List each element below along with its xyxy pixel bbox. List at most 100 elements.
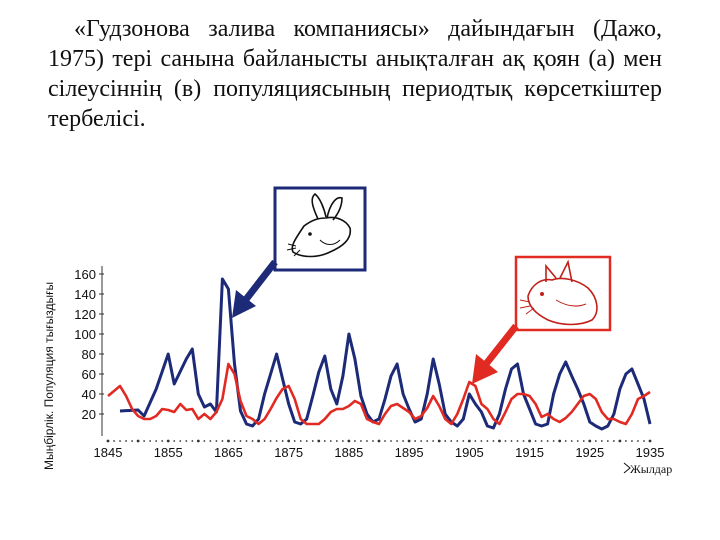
x-tick-dot [119,440,121,442]
x-tick-dot [203,440,206,442]
x-tick-dot [366,440,368,442]
x-tick-dot [625,440,627,442]
x-tick-label: 1895 [395,445,424,460]
y-tick-label: 40 [82,387,96,402]
x-tick-dot [166,439,170,443]
x-tick-dot [341,440,344,442]
x-tick-dot [329,440,332,442]
x-tick-dot [528,439,531,443]
x-tick-dot [588,439,592,443]
x-tick-dot [106,439,110,443]
x-tick-dot [275,440,278,442]
x-tick-dot [305,440,308,442]
y-tick-label: 100 [74,327,96,342]
x-tick-dot [209,440,212,442]
x-tick-label: 1865 [214,445,243,460]
y-tick-label: 160 [74,267,96,282]
x-tick-dot [125,440,127,442]
x-tick-dot [390,440,392,442]
x-tick-dot [354,440,356,442]
y-tick-label: 140 [74,287,96,302]
x-tick-dot [293,440,296,442]
x-tick-label: 1935 [636,445,665,460]
x-tick-dot [384,440,386,442]
x-tick-dot [631,440,633,442]
hare-series-line [119,277,652,431]
x-tick-dot [462,440,465,442]
x-tick-dot [317,439,321,443]
x-tick-dot [287,439,291,443]
x-tick-dot [576,440,579,442]
x-tick-dot [179,440,182,442]
x-tick-dot [414,440,417,442]
lynx-pointer-arrow-icon [472,323,519,384]
x-tick-dot [257,439,260,443]
x-tick-dot [486,440,489,442]
x-tick-dot [504,440,507,442]
x-tick-dot [402,440,404,442]
x-tick-dot [360,440,362,442]
y-tick-label: 120 [74,307,96,322]
x-tick-dot [221,440,224,442]
x-tick-dot [474,440,477,442]
x-tick-label: 1905 [455,445,484,460]
hare-icon [273,186,367,272]
x-tick-dot [467,439,471,443]
y-axis-label: Мыңбірлік. Популяция тығыздығы [42,282,56,470]
x-tick-dot [594,440,597,442]
x-tick-dot [155,440,158,442]
x-tick-dot [245,440,248,442]
x-tick-dot [263,440,266,442]
x-tick-dot [377,439,381,443]
y-tick-label: 20 [82,407,96,422]
x-tick-dot [637,440,639,442]
x-tick-label: 1875 [274,445,303,460]
x-tick-label: 1925 [575,445,604,460]
x-tick-dot [522,440,525,442]
x-tick-dot [612,440,615,442]
x-tick-dot [299,440,302,442]
x-tick-dot [600,440,603,442]
x-axis-label: Жылдар [630,462,672,476]
x-tick-dot [618,439,622,443]
x-tick-dot [136,439,140,443]
x-tick-dot [582,440,585,442]
x-tick-dot [372,440,374,442]
x-tick-dot [251,440,254,442]
x-tick-dot [552,440,555,442]
x-tick-dot [606,440,609,442]
x-tick-dot [546,440,549,442]
x-tick-dot [149,440,152,442]
y-axis-ticks: 160 140 120 100 80 60 40 20 [74,267,104,422]
x-tick-dot [492,440,495,442]
x-tick-dot [131,440,133,442]
figure-caption: «Гудзонова залива компаниясы» дайындағын… [48,16,662,132]
x-tick-dot [648,439,652,443]
x-tick-dot [311,440,314,442]
lynx-icon [514,255,612,332]
x-tick-dot [437,439,441,443]
x-axis-arrow-icon [623,462,631,474]
x-tick-dot [347,439,351,443]
x-tick-dot [564,440,567,442]
x-tick-dot [534,440,537,442]
y-tick-label: 80 [82,347,96,362]
x-tick-dot [143,440,146,442]
x-tick-dot [281,440,284,442]
y-tick-label: 60 [82,367,96,382]
x-tick-dot [450,440,453,442]
x-tick-dot [498,439,501,443]
x-tick-dot [432,440,435,442]
x-tick-dot [323,440,326,442]
x-tick-dot [215,440,218,442]
hare-pointer-arrow-icon [232,259,278,318]
x-axis-ticks: 1845 1855 1865 1875 1885 1895 1905 1915 1925 1935 [94,439,665,460]
x-tick-dot [643,440,645,442]
x-tick-dot [113,440,115,442]
x-tick-dot [233,440,236,442]
x-tick-dot [420,440,423,442]
x-tick-dot [173,440,176,442]
x-tick-dot [269,440,272,442]
x-tick-dot [191,440,194,442]
x-tick-dot [161,440,164,442]
